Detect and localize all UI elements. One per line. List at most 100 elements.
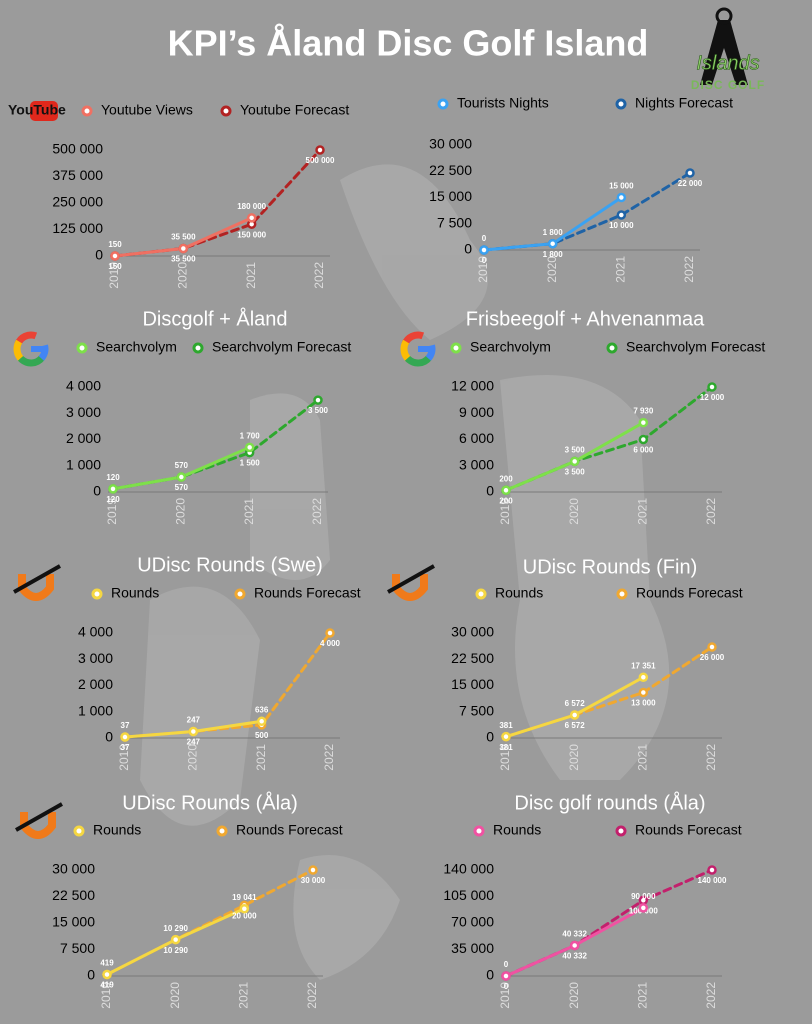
y-tick-label: 0 [95, 247, 103, 263]
y-tick-label: 0 [87, 967, 95, 983]
legend-marker [220, 105, 232, 117]
data-label: 500 [255, 731, 269, 740]
data-label: 150 [108, 262, 122, 271]
data-label: 17 351 [631, 661, 656, 670]
x-tick-label: 2021 [636, 982, 650, 1009]
data-point [325, 628, 335, 638]
data-label: 140 000 [698, 876, 727, 885]
y-tick-label: 250 000 [52, 194, 103, 210]
x-tick-label: 2019 [99, 982, 113, 1009]
y-tick-label: 70 000 [451, 914, 494, 930]
y-tick-label: 22 500 [52, 887, 95, 903]
data-label: 19 041 [232, 893, 257, 902]
data-label: 4 000 [320, 639, 341, 648]
data-label: 381 [499, 721, 513, 730]
data-point [569, 940, 580, 951]
data-point [569, 456, 580, 467]
x-tick-label: 2021 [636, 744, 650, 771]
legend-label: Youtube Views [101, 102, 193, 118]
data-point [638, 687, 649, 698]
y-tick-label: 2 000 [66, 430, 101, 446]
y-tick-label: 30 000 [429, 136, 472, 152]
y-tick-label: 6 000 [459, 430, 494, 446]
x-tick-label: 2021 [636, 498, 650, 525]
y-tick-label: 3 000 [66, 404, 101, 420]
legend-label: Rounds Forecast [254, 585, 361, 601]
legend-label: Rounds Forecast [635, 822, 742, 838]
y-tick-label: 0 [93, 483, 101, 499]
legend-marker [450, 342, 462, 354]
legend-marker [615, 98, 627, 110]
data-point [188, 726, 199, 737]
data-label: 3 500 [565, 445, 586, 454]
legend-label: Searchvolym [470, 339, 551, 355]
data-label: 0 [482, 256, 487, 265]
legend-label: Searchvolym Forecast [212, 339, 351, 355]
data-label: 200 [499, 474, 513, 483]
y-tick-label: 375 000 [52, 167, 103, 183]
legend-marker [73, 825, 85, 837]
legend-marker [76, 342, 88, 354]
x-tick-label: 2021 [244, 262, 258, 289]
x-tick-label: 2022 [305, 982, 319, 1009]
data-point [707, 382, 717, 392]
y-tick-label: 1 000 [78, 702, 113, 718]
data-label: 22 000 [678, 179, 703, 188]
x-tick-label: 2019 [107, 262, 121, 289]
data-point [501, 485, 511, 495]
y-tick-label: 0 [486, 967, 494, 983]
x-tick-label: 2020 [567, 744, 581, 771]
brand-logo: Islands DISC GOLF [691, 7, 764, 92]
x-tick-label: 2020 [186, 744, 200, 771]
chart-title: Discgolf + Åland [142, 307, 287, 330]
legend-marker [615, 825, 627, 837]
data-label: 12 000 [700, 393, 725, 402]
x-tick-label: 2022 [704, 744, 718, 771]
y-tick-label: 7 500 [459, 702, 494, 718]
y-tick-label: 125 000 [52, 220, 103, 236]
legend-label: Youtube Forecast [240, 102, 349, 118]
data-point [501, 731, 511, 742]
youtube-logo: YouTube [8, 101, 66, 121]
data-label: 419 [100, 959, 114, 968]
logo-text: Islands [696, 52, 759, 74]
data-point [707, 865, 717, 875]
legend-label: Nights Forecast [635, 95, 733, 111]
legend-label: Tourists Nights [457, 95, 549, 111]
data-label: 150 000 [237, 230, 266, 239]
y-tick-label: 9 000 [459, 404, 494, 420]
data-label: 7 930 [633, 407, 654, 416]
data-label: 419 [100, 981, 114, 990]
data-label: 37 [121, 743, 130, 752]
data-point [176, 472, 187, 482]
y-tick-label: 35 000 [451, 940, 494, 956]
chart-title: UDisc Rounds (Swe) [137, 554, 323, 576]
legend-label: Searchvolym Forecast [626, 339, 765, 355]
y-tick-label: 22 500 [451, 650, 494, 666]
x-tick-label: 2020 [567, 982, 581, 1009]
legend-label: Rounds [495, 585, 543, 601]
chart-title: UDisc Rounds (Fin) [523, 556, 697, 578]
x-tick-label: 2021 [254, 744, 268, 771]
legend-label: Searchvolym [96, 339, 177, 355]
legend-label: Rounds [493, 822, 541, 838]
data-label: 1 800 [543, 250, 564, 259]
data-label: 13 000 [631, 699, 656, 708]
data-point [616, 192, 627, 203]
data-label: 3 500 [565, 467, 586, 476]
data-point [239, 903, 250, 914]
data-point [110, 251, 120, 261]
legend-marker [475, 588, 487, 600]
legend-marker [234, 588, 246, 600]
data-label: 1 500 [240, 459, 261, 468]
data-label: 570 [175, 461, 189, 470]
y-tick-label: 1 000 [66, 456, 101, 472]
legend-marker [616, 588, 628, 600]
data-label: 37 [121, 721, 130, 730]
y-tick-label: 30 000 [451, 624, 494, 640]
data-point [501, 971, 511, 981]
x-tick-label: 2019 [476, 256, 490, 283]
series-line [113, 148, 322, 258]
y-tick-label: 3 000 [78, 650, 113, 666]
x-tick-label: 2020 [545, 256, 559, 283]
